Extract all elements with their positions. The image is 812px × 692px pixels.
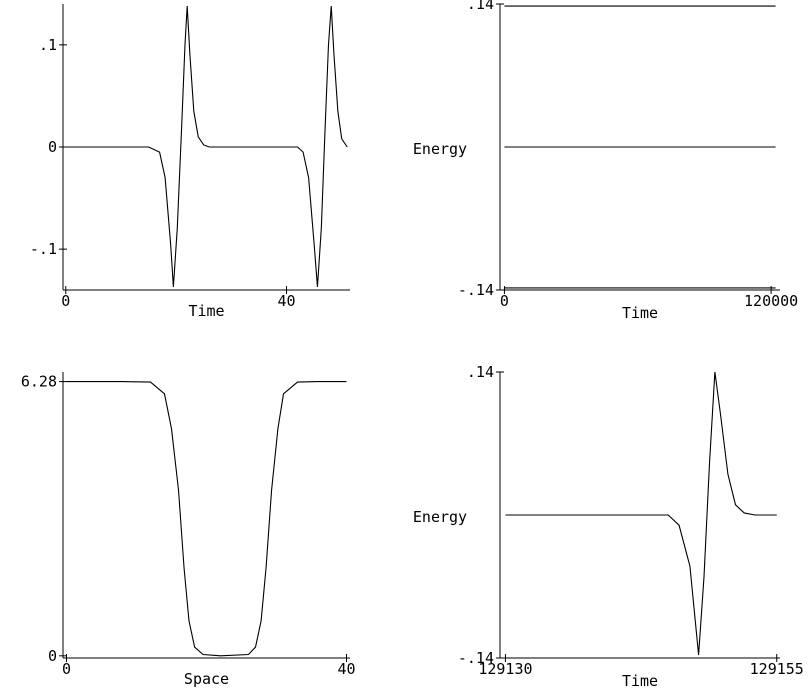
x-tick-label: 0 (62, 660, 71, 678)
y-tick-label: -.14 (458, 281, 494, 299)
y-tick-label: .14 (467, 363, 494, 381)
series-line (505, 371, 777, 655)
y-tick-label: 0 (48, 647, 57, 665)
y-tick-label: 6.28 (21, 373, 57, 391)
panel-top-right: .14 -.14 0 120000 Time Energy (413, 0, 798, 322)
panel-top-left: .1 0 -.1 0 40 Time (30, 4, 350, 320)
x-axis-label: Time (622, 304, 658, 322)
y-tick-label: -.14 (458, 649, 494, 667)
y-tick-label: .14 (467, 0, 494, 13)
x-tick-label: 0 (61, 292, 70, 310)
panel-bottom-left: 6.28 00 40 Space (21, 372, 356, 688)
x-tick-label: 40 (277, 292, 295, 310)
x-axis-label: Space (184, 670, 229, 688)
y-axis-label: Energy (413, 508, 467, 526)
x-tick-label: 129130 (478, 660, 532, 678)
y-axis-label: Energy (413, 140, 467, 158)
x-tick-label: 120000 (744, 292, 798, 310)
y-tick-label: 0 (48, 138, 57, 156)
y-tick-label: -.1 (30, 240, 57, 258)
x-tick-label: 129155 (750, 660, 804, 678)
x-axis-label: Time (622, 672, 658, 690)
series-line (65, 6, 348, 287)
x-tick-label: 0 (500, 292, 509, 310)
series-line (66, 381, 347, 657)
y-tick-label: .1 (39, 36, 57, 54)
x-axis-label: Time (188, 302, 224, 320)
x-tick-label: 40 (337, 660, 355, 678)
